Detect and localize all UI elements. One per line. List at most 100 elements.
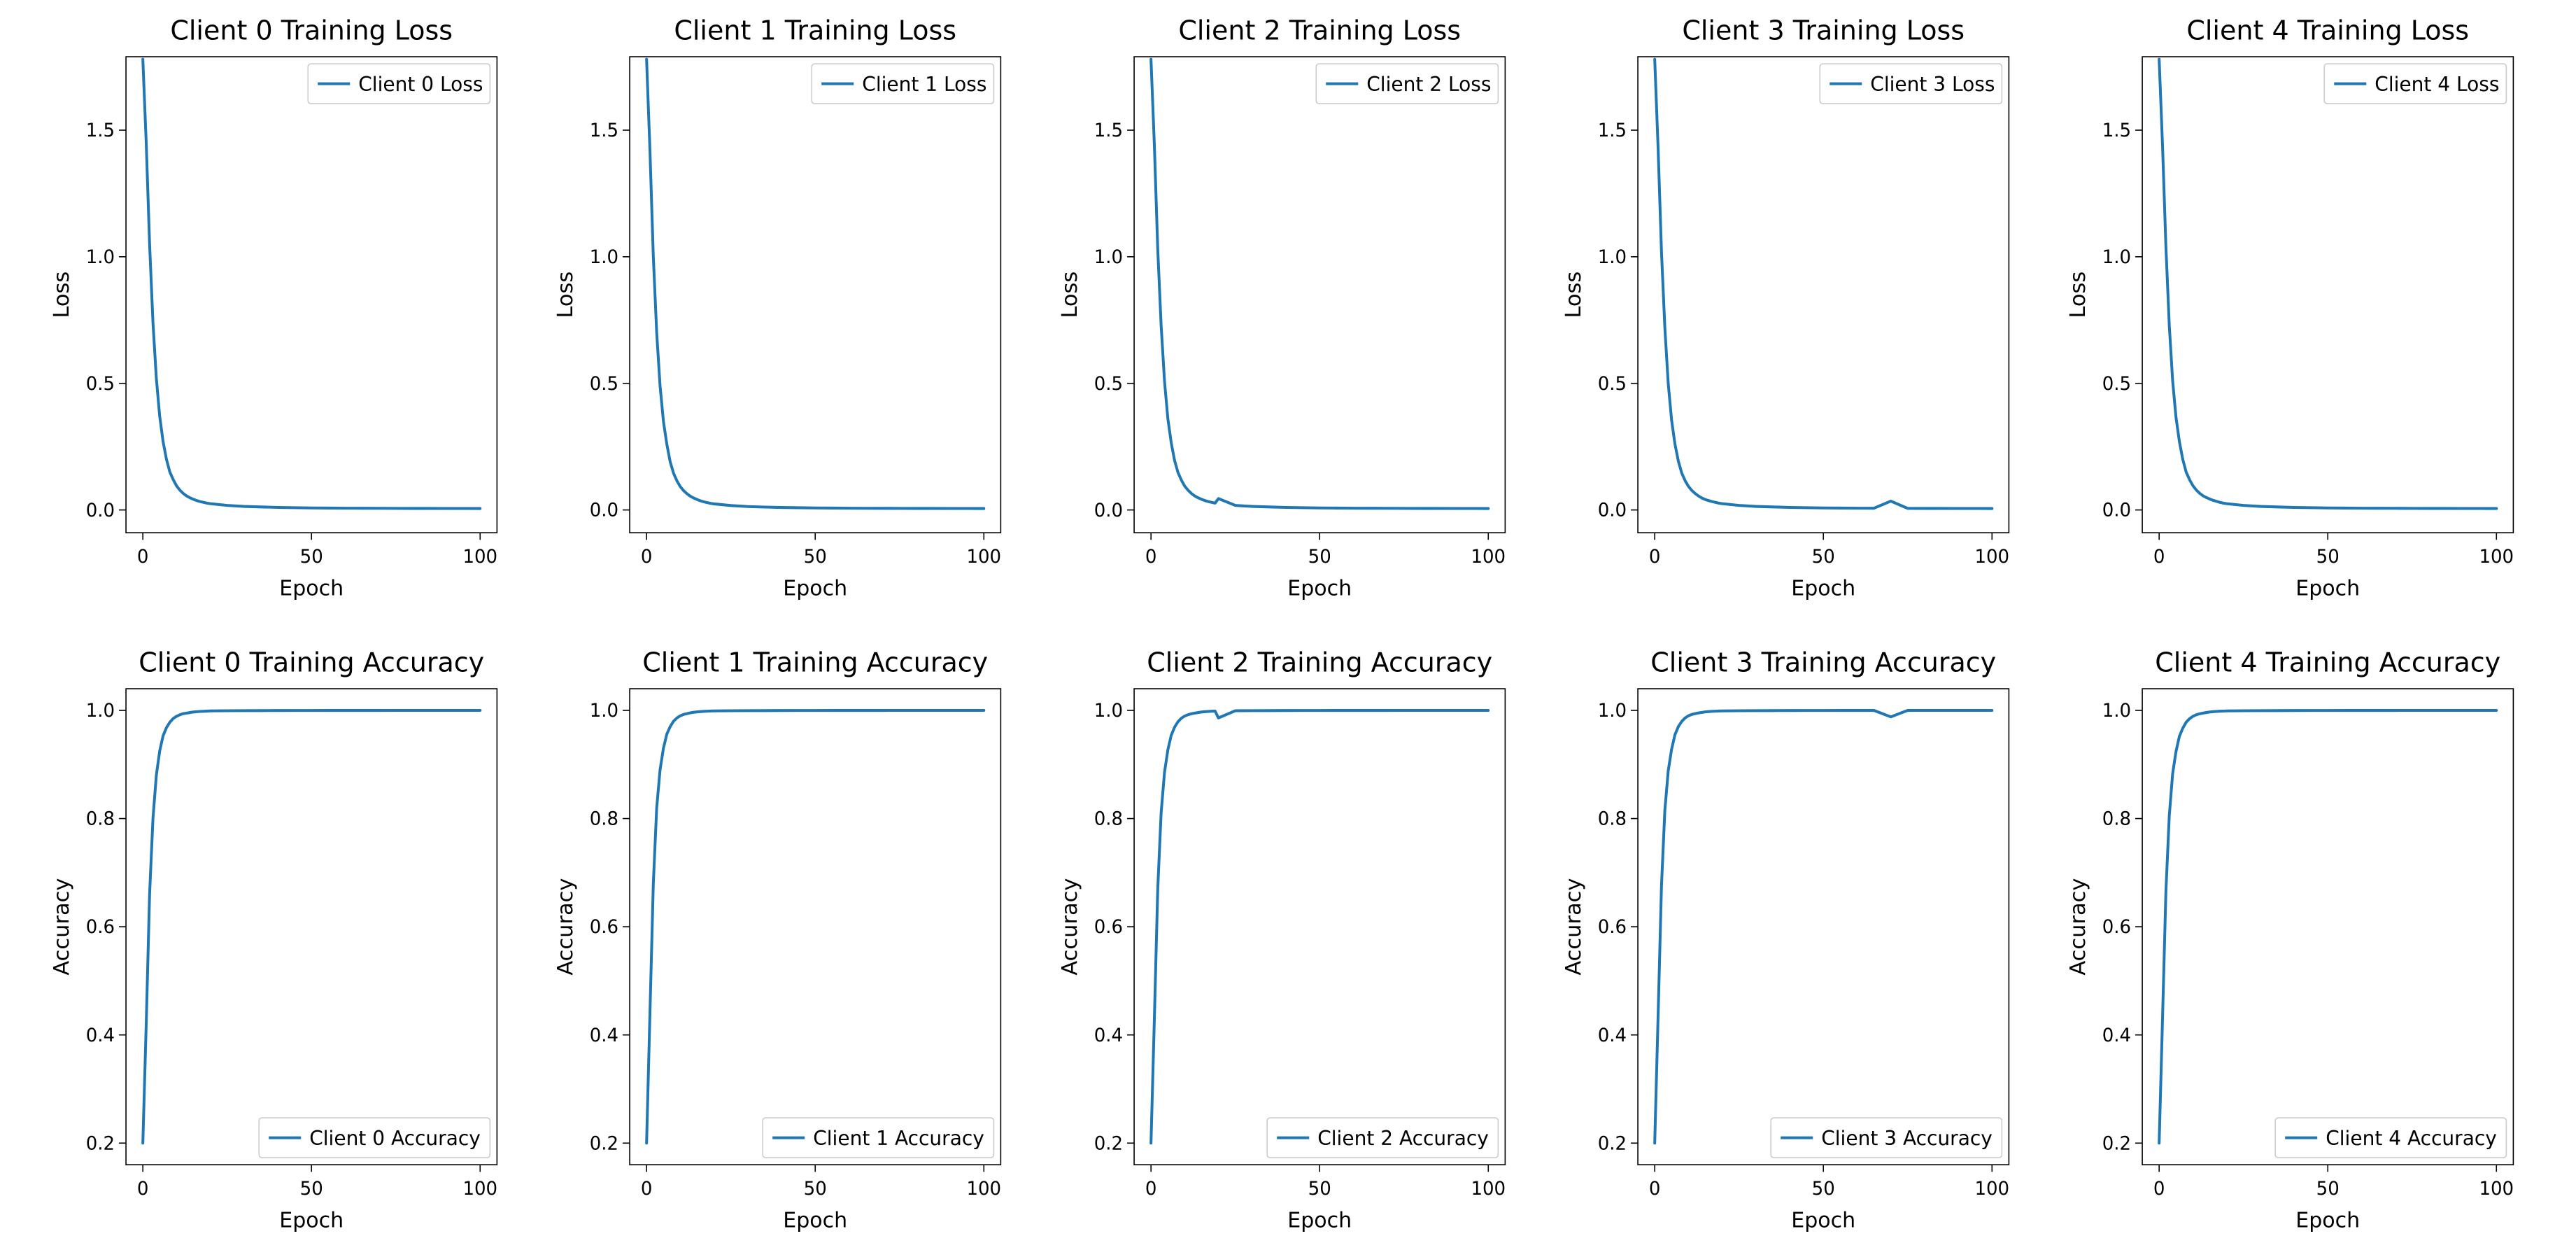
series-line (1655, 710, 1992, 1143)
y-tick-label: 0.4 (86, 1025, 115, 1046)
x-axis-label: Epoch (1287, 576, 1352, 601)
panel-loss-client-0: Client 0 Training Loss0501000.00.51.01.5… (42, 7, 518, 618)
plot-frame (1638, 57, 2009, 533)
y-tick-label: 1.0 (1598, 701, 1627, 722)
y-tick-label: 0.6 (1094, 917, 1123, 938)
x-tick-label: 100 (1975, 1179, 2010, 1200)
y-tick-label: 1.0 (86, 701, 115, 722)
panel-loss-client-2: Client 2 Training Loss0501000.00.51.01.5… (1050, 7, 1526, 618)
y-tick-label: 0.2 (1598, 1133, 1627, 1154)
panel-loss-client-4: Client 4 Training Loss0501000.00.51.01.5… (2058, 7, 2534, 618)
y-axis-label: Loss (1058, 272, 1082, 318)
y-axis-label: Accuracy (1058, 878, 1082, 976)
y-tick-label: 0.6 (1598, 917, 1627, 938)
legend-label: Client 3 Accuracy (1821, 1127, 1993, 1150)
series-line (143, 710, 480, 1143)
series-line (1151, 710, 1488, 1143)
plot-frame (1134, 57, 1505, 533)
y-tick-label: 0.4 (1598, 1025, 1627, 1046)
plot-frame (126, 689, 497, 1165)
y-tick-label: 1.0 (1094, 247, 1123, 268)
legend-label: Client 2 Loss (1366, 73, 1491, 96)
legend-label: Client 4 Accuracy (2326, 1127, 2497, 1150)
y-tick-label: 0.0 (2102, 500, 2130, 521)
y-tick-label: 1.5 (86, 120, 115, 141)
x-tick-label: 100 (2479, 1179, 2514, 1200)
legend-label: Client 0 Loss (358, 73, 483, 96)
subplot-grid: Client 0 Training Loss 0 50 100 0.0 0.5 1.0 1.5… (42, 7, 2534, 1250)
y-tick-label: 1.0 (2102, 247, 2130, 268)
x-tick-label: 100 (1975, 547, 2010, 568)
x-tick-label: 0 (137, 1179, 149, 1200)
y-tick-label: 0.5 (1094, 374, 1123, 395)
y-tick-label: 0.4 (1094, 1025, 1123, 1046)
x-tick-label: 50 (1308, 547, 1331, 568)
y-tick-label: 1.5 (1598, 120, 1627, 141)
panel-accuracy-client-1: Client 1 Training Accuracy0501000.20.40.… (546, 639, 1021, 1250)
x-tick-label: 0 (1649, 547, 1661, 568)
legend-label: Client 1 Accuracy (814, 1127, 985, 1150)
x-tick-label: 0 (641, 547, 653, 568)
x-axis-label: Epoch (1791, 1208, 1855, 1233)
series-line (1655, 59, 1992, 509)
x-tick-label: 50 (1812, 547, 1835, 568)
panel-accuracy-client-0: Client 0 Training Accuracy0501000.20.40.… (42, 639, 518, 1250)
y-tick-label: 1.5 (590, 120, 618, 141)
y-tick-label: 0.5 (1598, 374, 1627, 395)
x-tick-label: 50 (300, 1179, 323, 1200)
x-tick-label: 100 (967, 1179, 1002, 1200)
y-tick-label: 0.0 (590, 500, 618, 521)
legend-label: Client 0 Accuracy (309, 1127, 481, 1150)
y-tick-label: 0.2 (86, 1133, 115, 1154)
y-tick-label: 0.2 (590, 1133, 618, 1154)
x-tick-label: 100 (462, 547, 497, 568)
series-line (2159, 710, 2496, 1143)
x-axis-label: Epoch (279, 1208, 344, 1233)
chart-title: Client 1 Training Loss (674, 15, 957, 46)
x-tick-label: 50 (804, 547, 827, 568)
series-line (143, 59, 480, 509)
x-tick-label: 100 (967, 547, 1002, 568)
y-tick-label: 0.0 (86, 500, 115, 521)
x-tick-label: 0 (1145, 547, 1157, 568)
y-tick-label: 1.5 (1094, 120, 1123, 141)
y-axis-label: Loss (2066, 272, 2090, 318)
chart-title: Client 4 Training Loss (2186, 15, 2469, 46)
y-tick-label: 0.4 (2102, 1025, 2130, 1046)
plot-frame (2142, 57, 2513, 533)
y-tick-label: 1.0 (1598, 247, 1627, 268)
y-tick-label: 0.8 (1598, 809, 1627, 830)
y-tick-label: 1.0 (1094, 701, 1123, 722)
y-tick-label: 0.5 (590, 374, 618, 395)
y-axis-label: Loss (1562, 272, 1586, 318)
y-tick-label: 0.0 (1094, 500, 1123, 521)
y-tick-label: 1.0 (2102, 701, 2130, 722)
y-tick-label: 1.0 (590, 701, 618, 722)
x-axis-label: Epoch (1791, 576, 1855, 601)
panel-accuracy-client-3: Client 3 Training Accuracy0501000.20.40.… (1554, 639, 2030, 1250)
y-tick-label: 0.5 (86, 374, 115, 395)
legend-label: Client 3 Loss (1870, 73, 1995, 96)
x-tick-label: 50 (1812, 1179, 1835, 1200)
x-axis-label: Epoch (1287, 1208, 1352, 1233)
x-tick-label: 0 (1145, 1179, 1157, 1200)
plot-frame (126, 57, 497, 533)
x-tick-label: 0 (2153, 1179, 2165, 1200)
panel-accuracy-client-4: Client 4 Training Accuracy0501000.20.40.… (2058, 639, 2534, 1250)
chart-title: Client 0 Training Loss (170, 15, 453, 46)
x-axis-label: Epoch (784, 1208, 848, 1233)
y-tick-label: 0.2 (1094, 1133, 1123, 1154)
x-axis-label: Epoch (784, 576, 848, 601)
chart-title: Client 0 Training Accuracy (139, 647, 484, 678)
series-line (1151, 59, 1488, 509)
x-tick-label: 100 (1471, 1179, 1506, 1200)
x-tick-label: 50 (2316, 547, 2339, 568)
plot-frame (1134, 689, 1505, 1165)
y-tick-label: 0.8 (86, 809, 115, 830)
chart-title: Client 2 Training Accuracy (1147, 647, 1492, 678)
y-tick-label: 0.8 (2102, 809, 2130, 830)
y-tick-label: 1.0 (86, 247, 115, 268)
x-tick-label: 0 (2153, 547, 2165, 568)
chart-title: Client 3 Training Loss (1683, 15, 1965, 46)
y-tick-label: 0.8 (590, 809, 618, 830)
